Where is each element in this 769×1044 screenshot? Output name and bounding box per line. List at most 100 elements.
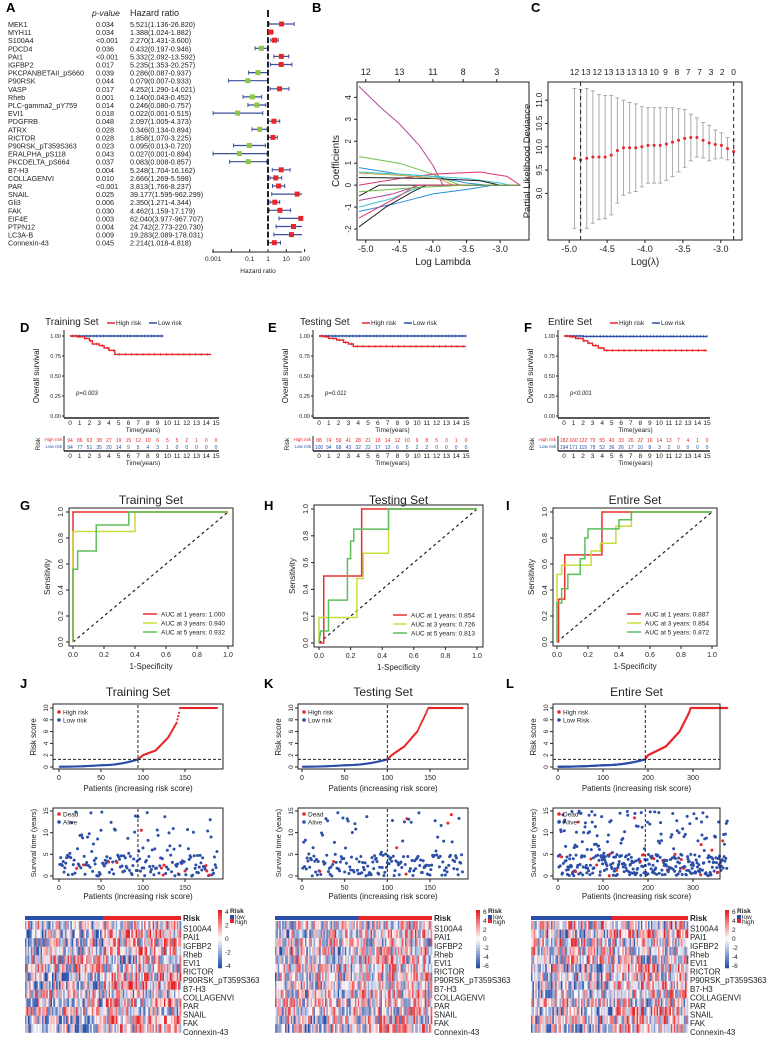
heatmap-cell: [26, 972, 29, 982]
heatmap-cell: [122, 981, 125, 990]
heatmap-cell: [382, 964, 384, 973]
heatmap-cell: [377, 921, 380, 930]
heatmap-cell: [369, 921, 371, 930]
heatmap-cell: [402, 946, 404, 956]
heatmap-cell: [66, 981, 68, 990]
heatmap-cell: [70, 989, 73, 999]
heatmap-cell: [342, 998, 344, 1007]
heatmap-cell: [382, 1007, 384, 1016]
heatmap-cell: [297, 964, 300, 973]
hazard-ratio-marker: [273, 175, 279, 181]
alive-point: [329, 865, 333, 869]
heatmap-cell: [120, 998, 122, 1007]
heatmap-cell: [173, 955, 176, 964]
heatmap-cell: [376, 938, 379, 947]
heatmap-cell: [319, 921, 321, 930]
heatmap-cell: [139, 1007, 142, 1016]
heatmap-cell: [422, 921, 424, 930]
heatmap-cell: [352, 1024, 354, 1033]
heatmap-cell: [407, 955, 410, 964]
heatmap-cell: [87, 955, 90, 964]
heatmap-cell: [34, 998, 37, 1007]
heatmap-cell: [125, 989, 128, 999]
risk-x-tick-label: 13: [684, 453, 692, 460]
heatmap-cell: [420, 1024, 423, 1033]
heatmap-cell: [40, 1007, 43, 1016]
y-tick-label: 0.2: [542, 611, 549, 621]
deviance-point: [701, 138, 705, 142]
colorbar-segment: [218, 959, 222, 963]
heatmap-cell: [154, 981, 156, 990]
alive-point: [77, 864, 81, 868]
heatmap-cell: [114, 972, 117, 982]
alive-point: [311, 846, 315, 850]
heatmap-cell: [383, 929, 386, 939]
y-tick-label: 0.00: [299, 414, 310, 420]
alive-point: [192, 854, 196, 858]
heatmap-cell: [144, 938, 146, 947]
heatmap-cell: [313, 998, 316, 1007]
heatmap-cell: [387, 946, 390, 956]
heatmap-cell: [277, 929, 280, 939]
y-tick-label: 1: [344, 160, 353, 165]
heatmap-cell: [426, 946, 429, 956]
heatmap-cell: [84, 955, 87, 964]
heatmap-cell: [377, 998, 380, 1007]
heatmap-cell: [171, 1024, 173, 1033]
alive-point: [389, 856, 393, 860]
heatmap-cell: [108, 929, 111, 939]
heatmap-cell: [399, 955, 401, 964]
heatmap-cell: [302, 1015, 304, 1025]
heatmap-cell: [84, 929, 87, 939]
heatmap-cell: [81, 955, 84, 964]
heatmap-cell: [284, 1015, 287, 1025]
heatmap-cell: [307, 998, 310, 1007]
alive-point: [417, 811, 421, 815]
heatmap-cell: [293, 972, 296, 982]
heatmap-cell: [91, 929, 94, 939]
heatmap-cell: [334, 998, 337, 1007]
heatmap-cell: [84, 981, 87, 990]
heatmap-cell: [59, 955, 61, 964]
heatmap-cell: [33, 972, 36, 982]
roc-curve: [318, 508, 477, 644]
heatmap-cell: [61, 921, 64, 930]
at-risk-low: 8: [648, 445, 651, 451]
heatmap-cell: [352, 1007, 354, 1016]
heatmap-cell: [383, 1007, 386, 1016]
y-tick-label: 0.50: [299, 374, 310, 380]
heatmap-cell: [364, 1007, 367, 1016]
heatmap-cell: [287, 929, 290, 939]
heatmap-cell: [122, 964, 125, 973]
heatmap-cell: [71, 989, 74, 999]
at-risk-high: 12: [395, 438, 401, 444]
heatmap-cell: [407, 1007, 410, 1016]
heatmap-cell: [374, 1015, 377, 1025]
heatmap-cell: [108, 981, 111, 990]
heatmap-cell: [366, 938, 369, 947]
heatmap-cell: [155, 946, 158, 956]
heatmap-cell: [306, 998, 309, 1007]
alive-point: [191, 873, 195, 877]
heatmap-cell: [284, 989, 287, 999]
heatmap-cell: [346, 981, 349, 990]
heatmap-cell: [393, 1007, 396, 1016]
heatmap-cell: [290, 921, 293, 930]
heatmap-cell: [390, 1015, 393, 1025]
heatmap-cell: [284, 929, 287, 939]
heatmap-cell: [85, 938, 88, 947]
heatmap-cell: [317, 938, 320, 947]
heatmap-cell: [138, 972, 141, 982]
heatmap-cell: [115, 981, 118, 990]
heatmap-cell: [67, 964, 70, 973]
heatmap-cell: [302, 929, 304, 939]
heatmap-row-label: RICTOR: [183, 968, 214, 977]
heatmap-cell: [63, 964, 66, 973]
heatmap-cell: [336, 1015, 339, 1025]
alive-point: [312, 854, 316, 858]
heatmap-cell: [84, 921, 87, 930]
heatmap-cell: [369, 981, 371, 990]
heatmap-cell: [390, 929, 393, 939]
heatmap-cell: [137, 946, 139, 956]
heatmap-cell: [356, 1024, 359, 1033]
